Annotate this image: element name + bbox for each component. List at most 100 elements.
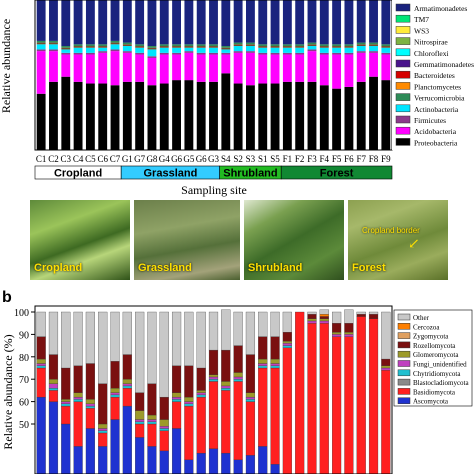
bar-segment-proteobacteria: [319, 85, 329, 150]
bar-segment-basidiomycota: [171, 401, 182, 429]
bar-segment-proteobacteria: [196, 81, 206, 150]
bar-segment-acidobacteria: [332, 54, 342, 89]
x-tick-label: C7: [110, 154, 121, 164]
bar-segment-other-phyla: [245, 0, 255, 43]
bar-segment-rozellomycota: [368, 314, 379, 319]
bar-segment-basidiomycota: [233, 381, 243, 460]
bar-segment-other: [344, 309, 354, 324]
bar-segment-other: [159, 311, 169, 398]
bar-segment-glomeromycota: [171, 392, 182, 398]
bar-segment-fungi_unidentified: [110, 392, 120, 396]
legend-swatch: [397, 378, 411, 386]
legend-label: Actinobacteria: [414, 105, 459, 114]
x-tick-label: S4: [221, 154, 231, 164]
bar-segment-firmicutes: [36, 49, 46, 52]
bar-segment-fungi_unidentified: [73, 396, 83, 400]
bar-segment-actinobacteria: [332, 47, 342, 53]
bar-segment-other: [258, 311, 268, 337]
legend-label: Verrucomicrobia: [414, 94, 465, 103]
bar-segment-planctomycetes: [233, 42, 243, 45]
bar-segment-firmicutes: [282, 52, 292, 55]
x-tick-label: F6: [344, 154, 354, 164]
legend-swatch: [395, 48, 411, 57]
legend-label: Basidiomycota: [413, 388, 456, 396]
bar-segment-basidiomycota: [282, 347, 292, 474]
bar-segment-ascomycota: [122, 405, 132, 474]
bar-segment-actinobacteria: [270, 47, 280, 53]
bar-segment-verrucomicrobia: [49, 42, 58, 45]
bar-segment-chytridiomycota: [110, 394, 120, 398]
bar-segment-basidiomycota: [122, 388, 132, 407]
bar-segment-glomeromycota: [196, 390, 206, 393]
panel-b-plot-frame: [34, 305, 393, 474]
bar-segment-other-phyla: [159, 0, 169, 45]
bar-segment-ascomycota: [98, 446, 108, 474]
bar-segment-proteobacteria: [270, 83, 280, 150]
bar-segment-other: [85, 311, 95, 364]
bar-segment-rozellomycota: [73, 365, 83, 393]
bar-segment-ascomycota: [258, 446, 268, 474]
photo-forest: Cropland border ↙ Forest: [348, 200, 448, 280]
bar-segment-actinobacteria: [295, 47, 305, 53]
bar-segment-chytridiomycota: [48, 388, 59, 391]
bar-segment-chytridiomycota: [221, 388, 231, 391]
bar-segment-other-phyla: [233, 0, 243, 43]
bar-segment-basidiomycota: [258, 367, 268, 447]
legend-swatch: [397, 341, 411, 349]
bar-segment-acidobacteria: [147, 57, 157, 86]
x-tick-label: F8: [369, 154, 379, 164]
bar-segment-other: [381, 311, 391, 360]
bar-segment-basidiomycota: [356, 316, 366, 474]
bar-segment-actinobacteria: [159, 47, 169, 53]
bar-segment-proteobacteria: [233, 83, 243, 150]
bar-segment-firmicutes: [344, 52, 354, 55]
annotation-arrow-icon: ↙: [408, 237, 420, 252]
bar-segment-verrucomicrobia: [98, 46, 108, 48]
bar-segment-actinobacteria: [245, 46, 255, 52]
bar-segment-proteobacteria: [381, 80, 391, 150]
bar-segment-ascomycota: [233, 459, 243, 474]
bar-segment-actinobacteria: [369, 46, 378, 52]
legend-label: Nitrospirae: [414, 38, 448, 47]
bar-segment-acidobacteria: [122, 52, 132, 82]
bar-segment-verrucomicrobia: [184, 46, 194, 48]
bar-segment-fungi_unidentified: [122, 383, 132, 387]
bar-segment-planctomycetes: [110, 40, 120, 43]
bar-segment-fungi_unidentified: [98, 428, 108, 431]
bar-segment-proteobacteria: [159, 83, 169, 150]
bar-segment-actinobacteria: [122, 46, 132, 52]
bar-segment-planctomycetes: [36, 40, 46, 43]
bar-segment-rozellomycota: [110, 361, 120, 389]
x-tick-label: S3: [246, 154, 256, 164]
bar-segment-ascomycota: [48, 401, 59, 474]
bar-segment-firmicutes: [98, 51, 108, 53]
legend-swatch: [395, 26, 411, 34]
bar-segment-proteobacteria: [98, 83, 108, 150]
x-tick-label: G6: [171, 154, 182, 164]
bar-segment-glomeromycota: [184, 396, 194, 402]
bar-segment-glomeromycota: [319, 318, 329, 322]
bar-segment-chytridiomycota: [61, 403, 71, 407]
bar-segment-acidobacteria: [61, 54, 71, 77]
bar-segment-glomeromycota: [159, 419, 169, 427]
legend-label: Chytridiomycota: [413, 370, 461, 378]
bar-segment-rozellomycota: [221, 349, 231, 382]
bar-segment-proteobacteria: [147, 85, 157, 150]
bar-segment-firmicutes: [221, 52, 231, 55]
bar-segment-fungi_unidentified: [332, 334, 342, 337]
x-tick-label: C6: [97, 154, 108, 164]
legend-swatch: [395, 37, 411, 45]
x-tick-label: F1: [283, 154, 293, 164]
cropland-border-annotation: Cropland border: [362, 226, 420, 235]
bar-segment-basidiomycota: [295, 311, 305, 474]
x-tick-label: G7: [134, 154, 145, 164]
bar-segment-chytridiomycota: [73, 399, 83, 402]
y-tick-label: 50: [19, 420, 29, 431]
bar-segment-fungi_unidentified: [208, 376, 219, 380]
legend-swatch: [397, 360, 411, 367]
bar-segment-other-phyla: [209, 0, 218, 45]
bar-segment-glomeromycota: [245, 392, 256, 398]
bar-segment-proteobacteria: [73, 81, 83, 150]
bar-segment-planctomycetes: [332, 44, 342, 47]
